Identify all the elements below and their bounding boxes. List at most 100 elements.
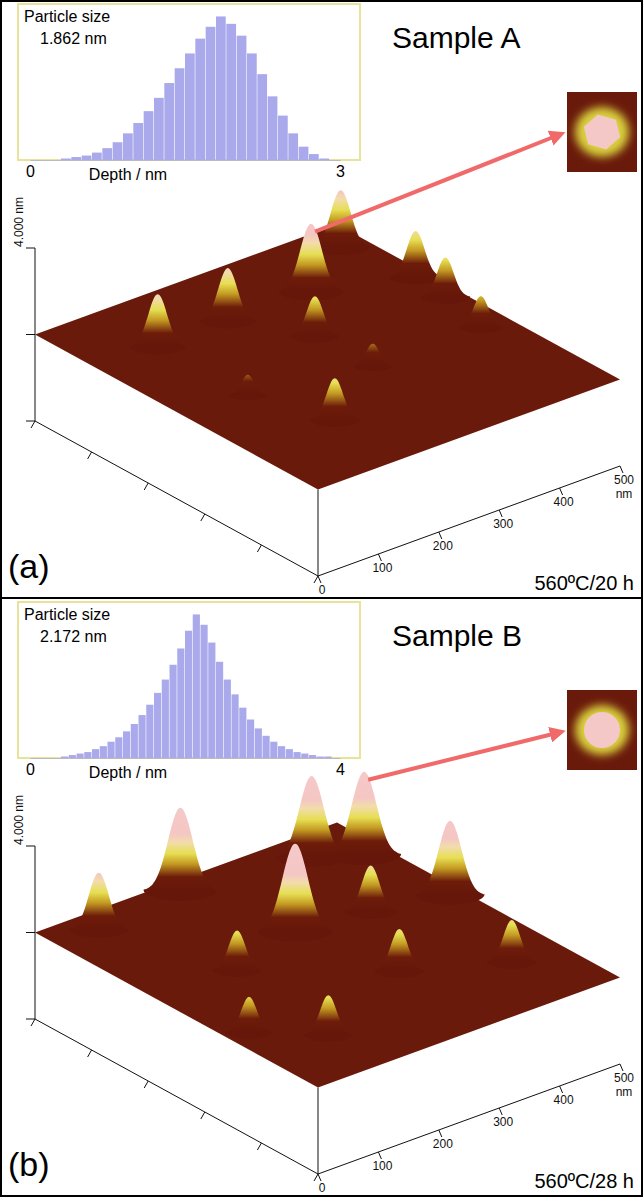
histogram-bar [61, 757, 68, 758]
histogram-bar [216, 662, 223, 758]
histogram-bar [139, 715, 146, 758]
histogram-bar [113, 142, 123, 160]
histogram-bar [30, 758, 37, 759]
axes: 0100200300400500nm4.000 nm [12, 795, 634, 1195]
x-tick-label: 300 [493, 517, 513, 531]
histogram-subtitle: 2.172 nm [40, 628, 107, 645]
y-axis-line [35, 1019, 318, 1174]
peak [389, 231, 442, 284]
x-tick-label: 300 [493, 1115, 513, 1129]
peak [278, 224, 344, 301]
panel: 0100200300400500nm4.000 nmSample A(a)560… [8, 4, 637, 597]
histogram-bar [102, 148, 112, 160]
y-tick [88, 1050, 92, 1057]
x-tick-label: 0 [319, 583, 326, 597]
x-tick [620, 466, 623, 473]
histogram-bar [133, 123, 143, 160]
peak [353, 344, 393, 372]
histogram-bar [77, 754, 84, 758]
zoom-background [567, 92, 637, 172]
x-axis-title: nm [616, 487, 633, 501]
peak [344, 865, 397, 918]
histogram-bar [92, 153, 102, 160]
peak [143, 808, 217, 901]
histogram-bar [84, 752, 91, 758]
histogram-bar [185, 631, 192, 758]
x-tick [439, 532, 442, 539]
y-tick [314, 1174, 318, 1181]
x-tick-label: 200 [433, 1137, 453, 1151]
x-tick-label: 100 [372, 561, 392, 575]
x-tick [439, 1130, 442, 1137]
histogram-tick: 3 [336, 160, 345, 180]
histogram-bar [100, 746, 107, 758]
peak [303, 995, 353, 1041]
histogram-bar [226, 24, 236, 160]
histogram-bar [71, 157, 81, 160]
histogram-bar [164, 83, 174, 160]
histogram-bar [257, 74, 267, 160]
x-tick-label: 400 [554, 495, 574, 509]
y-tick [201, 1112, 205, 1119]
x-tick [560, 1086, 563, 1093]
peak [257, 844, 333, 942]
histogram-bar [38, 758, 45, 759]
plot-area [35, 772, 620, 1088]
histogram-bar [309, 755, 316, 758]
y-tick [314, 576, 318, 583]
x-tick [620, 1064, 623, 1071]
x-tick-label: 200 [433, 539, 453, 553]
x-tick-label: 0 [319, 1181, 326, 1195]
histogram-x-axis: 04 [26, 758, 345, 778]
x-tick [499, 1108, 502, 1115]
histogram-bar [247, 720, 254, 758]
z-tick [26, 846, 35, 847]
x-tick [318, 576, 321, 583]
plot-area [35, 190, 620, 489]
histogram-title: Particle size [24, 606, 110, 623]
x-tick [378, 1152, 381, 1159]
histogram-bar [123, 731, 130, 758]
histogram-bar [123, 133, 133, 160]
histogram-bar [263, 736, 270, 758]
z-tick [26, 1019, 35, 1020]
figure: 0100200300400500nm4.000 nmSample A(a)560… [0, 0, 643, 1198]
histogram-bar [154, 693, 161, 758]
histogram-x-title: Depth / nm [89, 764, 167, 781]
inset-frame [18, 602, 360, 758]
histogram-bar [237, 36, 247, 160]
zoom-inset [567, 690, 637, 770]
histogram-inset: 03Particle size1.862 nmDepth / nm [18, 4, 360, 183]
histogram-bar [108, 742, 115, 758]
z-tick [26, 248, 35, 249]
inset-frame [18, 4, 360, 160]
peak [129, 294, 186, 354]
z-tick-label: 4.000 nm [12, 795, 26, 845]
y-axis-line [35, 421, 318, 576]
histogram-bar [247, 53, 257, 160]
histogram-bar [288, 133, 298, 160]
histogram-bar [239, 708, 246, 758]
histogram-bar [232, 694, 239, 758]
histogram-bar [177, 648, 184, 758]
peak [486, 920, 537, 969]
histogram-bar [195, 39, 205, 160]
histogram-tick-label: 3 [336, 163, 345, 180]
histogram-bar [53, 758, 60, 759]
histogram-bar [61, 159, 71, 160]
y-tick [31, 421, 35, 428]
histogram-tick: 0 [26, 160, 35, 180]
zoom-inset [567, 92, 637, 172]
histogram-bar [82, 156, 92, 160]
peak [228, 375, 267, 400]
x-tick [378, 554, 381, 561]
zoom-particle [584, 114, 620, 149]
histogram-subtitle: 1.862 nm [40, 30, 107, 47]
y-tick [88, 452, 92, 459]
zoom-halo [575, 107, 629, 157]
peak [225, 997, 272, 1039]
y-tick [257, 1143, 261, 1150]
histogram-bar [325, 757, 332, 758]
histogram-axis-line [31, 160, 341, 161]
x-tick-label: 500 [614, 473, 634, 487]
